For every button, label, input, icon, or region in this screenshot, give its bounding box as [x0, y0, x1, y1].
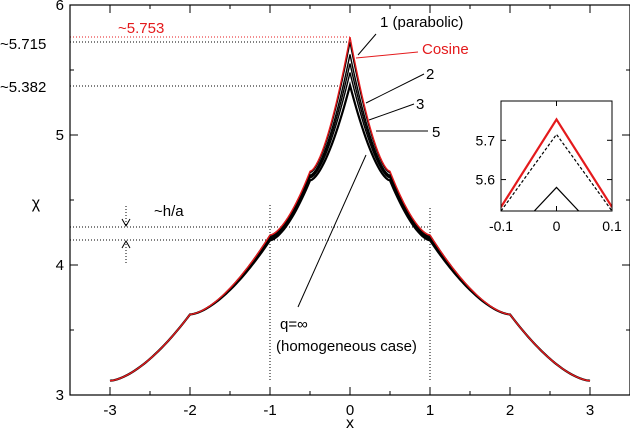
- q-infinity-leader: [297, 154, 367, 308]
- y-axis-label: χ: [32, 195, 41, 212]
- y-axis-ticks: 3 4 5 6: [56, 0, 630, 404]
- y-tick-label: 5: [56, 127, 64, 144]
- inset-line-2: [533, 186, 580, 211]
- label-2: 2: [426, 66, 434, 83]
- y-tick-label: 4: [56, 257, 64, 274]
- x-tick-label: -2: [183, 402, 196, 419]
- gap-label: ~h/a: [154, 203, 184, 220]
- label-3: 3: [416, 96, 424, 113]
- label-q-infinity: q=∞: [280, 316, 308, 333]
- label-2-leader: [365, 73, 425, 104]
- label-parabolic: 1 (parabolic): [380, 14, 463, 31]
- y-tick-label: 6: [56, 0, 64, 14]
- inset-x-tick-label: -0.1: [489, 218, 513, 234]
- x-tick-label: 0: [346, 402, 354, 419]
- inset-x-tick-label: 0.1: [602, 218, 622, 234]
- inset-line-cosine: [501, 117, 612, 208]
- x-axis-ticks: -3 -2 -1 0 1 2 3: [103, 5, 594, 419]
- x-tick-label: 1: [426, 402, 434, 419]
- inset-y-ticks: 5.6 5.7: [476, 132, 612, 188]
- gap-arrow-up-head: [121, 239, 131, 249]
- label-cosine: Cosine: [422, 41, 469, 58]
- homogeneous-peak-label: ~5.382: [0, 79, 46, 96]
- x-axis-label: x: [346, 415, 354, 432]
- parabolic-peak-label: ~5.715: [0, 36, 46, 53]
- x-tick-label: 3: [586, 402, 594, 419]
- gap-arrow-down-head: [121, 218, 131, 228]
- label-3-leader: [368, 103, 415, 121]
- cosine-leader: [355, 51, 419, 59]
- inset-y-tick-label: 5.6: [476, 172, 496, 188]
- series-line-cosine: [109, 36, 591, 382]
- inset-x-tick-label: 0: [553, 218, 561, 234]
- x-tick-label: -3: [103, 402, 116, 419]
- guide-lines: [70, 36, 431, 382]
- label-5: 5: [432, 124, 440, 141]
- curve-labels: 1 (parabolic) Cosine 2 3 5 q=∞ (homogene…: [276, 14, 469, 355]
- inset-y-tick-label: 5.7: [476, 132, 496, 148]
- parabolic-leader: [357, 33, 377, 56]
- y-tick-label: 3: [56, 387, 64, 404]
- inset-line-1-parabolic: [501, 133, 612, 211]
- inset-series-layer: [501, 117, 612, 211]
- inset-plot: -0.1 0 0.1 5.6 5.7: [476, 100, 622, 234]
- series-layer: [109, 36, 591, 382]
- x-tick-label: 2: [506, 402, 514, 419]
- label-homogeneous: (homogeneous case): [276, 338, 417, 355]
- cosine-peak-label: ~5.753: [118, 20, 164, 37]
- x-tick-label: -1: [263, 402, 276, 419]
- inset-x-ticks: -0.1 0 0.1: [489, 101, 622, 234]
